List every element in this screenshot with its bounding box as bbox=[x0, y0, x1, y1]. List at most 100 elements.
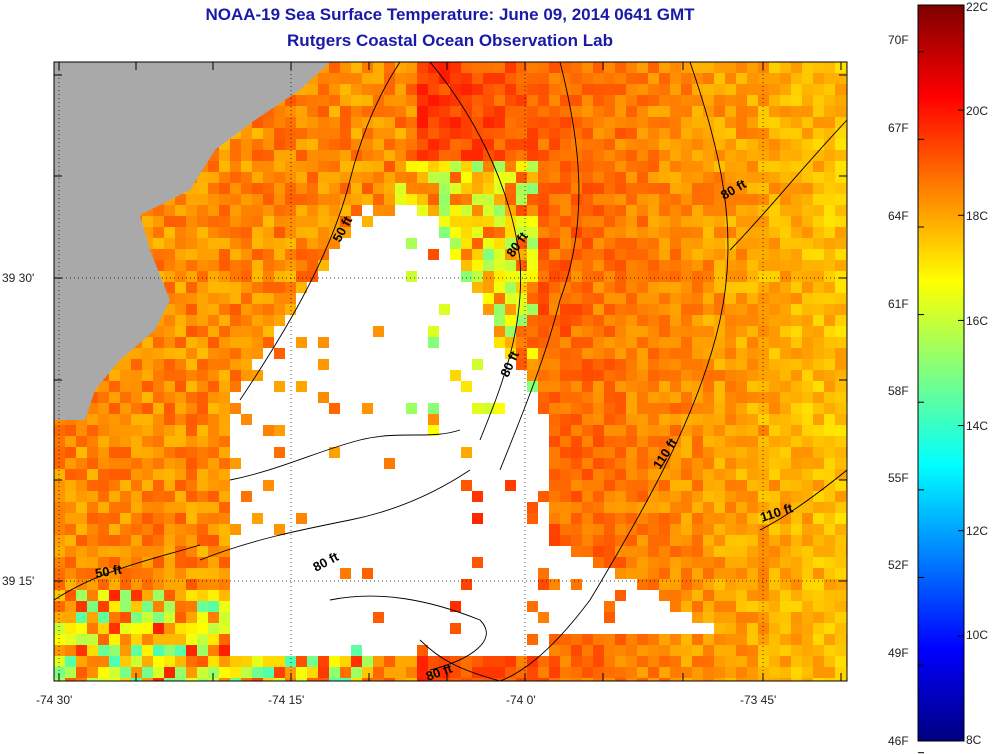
sst-pixel bbox=[274, 238, 285, 249]
sst-pixel bbox=[230, 216, 241, 227]
sst-pixel bbox=[164, 656, 175, 667]
sst-pixel bbox=[736, 117, 747, 128]
sst-pixel bbox=[681, 315, 692, 326]
sst-pixel bbox=[505, 172, 516, 183]
sst-pixel bbox=[648, 205, 659, 216]
sst-pixel bbox=[538, 194, 549, 205]
sst-pixel bbox=[747, 601, 758, 612]
sst-pixel bbox=[98, 601, 109, 612]
sst-pixel bbox=[835, 491, 846, 502]
sst-pixel bbox=[494, 117, 505, 128]
sst-pixel bbox=[285, 282, 296, 293]
sst-pixel bbox=[758, 95, 769, 106]
sst-pixel bbox=[714, 502, 725, 513]
sst-pixel bbox=[791, 557, 802, 568]
sst-pixel bbox=[648, 304, 659, 315]
plot-frame bbox=[53, 61, 848, 682]
sst-pixel bbox=[549, 293, 560, 304]
sst-pixel bbox=[505, 227, 516, 238]
sst-pixel bbox=[714, 590, 725, 601]
sst-pixel bbox=[197, 502, 208, 513]
sst-pixel bbox=[461, 678, 472, 681]
sst-pixel bbox=[758, 139, 769, 150]
sst-pixel bbox=[703, 95, 714, 106]
sst-pixel bbox=[472, 117, 483, 128]
sst-pixel bbox=[824, 260, 835, 271]
sst-pixel bbox=[494, 106, 505, 117]
sst-pixel bbox=[824, 645, 835, 656]
sst-pixel bbox=[428, 84, 439, 95]
sst-pixel bbox=[54, 601, 65, 612]
sst-pixel bbox=[604, 546, 615, 557]
sst-pixel bbox=[428, 414, 439, 425]
sst-pixel bbox=[549, 106, 560, 117]
sst-pixel bbox=[758, 524, 769, 535]
sst-pixel bbox=[142, 447, 153, 458]
sst-pixel bbox=[736, 271, 747, 282]
sst-pixel bbox=[736, 216, 747, 227]
sst-pixel bbox=[263, 238, 274, 249]
sst-pixel bbox=[76, 634, 87, 645]
sst-pixel bbox=[703, 590, 714, 601]
sst-pixel bbox=[153, 524, 164, 535]
sst-pixel bbox=[384, 150, 395, 161]
sst-pixel bbox=[780, 326, 791, 337]
sst-pixel bbox=[76, 513, 87, 524]
sst-pixel bbox=[208, 491, 219, 502]
sst-pixel bbox=[681, 73, 692, 84]
sst-pixel bbox=[538, 612, 549, 623]
sst-pixel bbox=[593, 227, 604, 238]
sst-pixel bbox=[505, 62, 516, 73]
sst-pixel bbox=[791, 634, 802, 645]
sst-pixel bbox=[164, 469, 175, 480]
sst-pixel bbox=[769, 304, 780, 315]
sst-pixel bbox=[76, 425, 87, 436]
sst-pixel bbox=[824, 568, 835, 579]
sst-pixel bbox=[142, 480, 153, 491]
sst-pixel bbox=[747, 557, 758, 568]
sst-pixel bbox=[549, 161, 560, 172]
sst-pixel bbox=[791, 381, 802, 392]
sst-pixel bbox=[516, 282, 527, 293]
sst-pixel bbox=[747, 128, 758, 139]
sst-pixel bbox=[186, 645, 197, 656]
sst-pixel bbox=[659, 293, 670, 304]
sst-pixel bbox=[780, 370, 791, 381]
sst-pixel bbox=[560, 535, 571, 546]
sst-pixel bbox=[659, 326, 670, 337]
sst-pixel bbox=[186, 634, 197, 645]
sst-pixel bbox=[802, 117, 813, 128]
colorbar-c-label: 12C bbox=[966, 524, 989, 538]
sst-pixel bbox=[252, 117, 263, 128]
sst-pixel bbox=[274, 194, 285, 205]
sst-pixel bbox=[527, 326, 538, 337]
sst-pixel bbox=[483, 304, 494, 315]
sst-pixel bbox=[791, 414, 802, 425]
sst-pixel bbox=[747, 656, 758, 667]
sst-pixel bbox=[527, 337, 538, 348]
sst-pixel bbox=[494, 293, 505, 304]
sst-pixel bbox=[296, 84, 307, 95]
sst-pixel bbox=[538, 172, 549, 183]
sst-pixel bbox=[769, 337, 780, 348]
sst-pixel bbox=[758, 348, 769, 359]
sst-pixel bbox=[824, 128, 835, 139]
sst-pixel bbox=[186, 568, 197, 579]
sst-pixel bbox=[164, 513, 175, 524]
sst-pixel bbox=[648, 403, 659, 414]
sst-pixel bbox=[615, 106, 626, 117]
sst-pixel bbox=[527, 117, 538, 128]
sst-pixel bbox=[769, 348, 780, 359]
contour-80ft-bottom bbox=[419, 639, 501, 681]
sst-pixel bbox=[208, 260, 219, 271]
sst-pixel bbox=[274, 106, 285, 117]
sst-pixel bbox=[186, 194, 197, 205]
sst-pixel bbox=[703, 183, 714, 194]
sst-pixel bbox=[395, 117, 406, 128]
sst-pixel bbox=[219, 238, 230, 249]
sst-pixel bbox=[153, 590, 164, 601]
sst-pixel bbox=[219, 458, 230, 469]
sst-pixel bbox=[780, 568, 791, 579]
sst-pixel bbox=[659, 337, 670, 348]
sst-pixel bbox=[109, 458, 120, 469]
